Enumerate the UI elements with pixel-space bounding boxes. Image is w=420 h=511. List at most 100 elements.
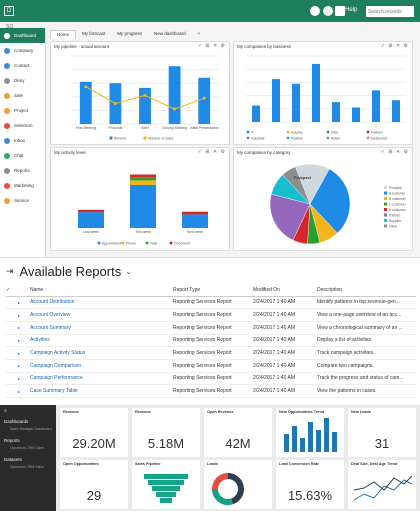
hamburger-icon[interactable]: ≡ — [4, 408, 7, 413]
sidebar-item-inbox[interactable]: Inbox — [0, 133, 45, 148]
kpi-tile[interactable]: New Opportunities Trend — [276, 408, 344, 457]
pbi-nav-reports[interactable]: Reports — [4, 438, 20, 443]
kpi-tile[interactable]: Lead Conversion Rate 15.63% — [276, 460, 344, 509]
column-header-name[interactable]: Name ↑ — [30, 285, 173, 297]
card-tools-icon[interactable]: ✓ ⊞ ✕ ⚙ — [197, 43, 226, 49]
pbi-nav-datasets[interactable]: Datasets — [4, 457, 22, 462]
expand-icon[interactable]: ▸ — [18, 346, 30, 360]
reports-header[interactable]: ⇥ Available Reports ⌄ — [6, 264, 132, 279]
report-name-link[interactable]: Case Summary Table — [30, 384, 173, 398]
pin-icon[interactable]: ⇥ — [6, 266, 14, 276]
table-row[interactable]: ▸ Account Distribution Reporting Services … — [6, 296, 416, 310]
kpi-tile[interactable]: Open Revenue 42M — [204, 408, 272, 457]
sidebar-item-service[interactable]: Service — [0, 193, 45, 208]
sidebar-item-selection[interactable]: Selection — [0, 118, 45, 133]
report-type: Reporting Services Report — [173, 372, 253, 386]
kpi-tile[interactable]: Open Opportunities 29 — [60, 460, 128, 509]
kpi-tile[interactable]: Revenue 5.18M — [132, 408, 200, 457]
dashboard-tabs: Home My forecast My progress New dashboard + — [50, 30, 206, 39]
legend-label: Task — [150, 241, 157, 245]
sidebar-item-dashboard[interactable]: Dashboard — [0, 28, 45, 43]
kpi-tile[interactable]: Sales Pipeline — [132, 460, 200, 509]
pbi-nav-sub-item[interactable]: Dynamics CRM Sales — [10, 446, 45, 450]
row-checkbox[interactable] — [6, 346, 18, 360]
tab-new-dashboard[interactable]: New dashboard — [154, 31, 186, 36]
legend-label: B customer — [389, 197, 407, 201]
sidebar-item-sale[interactable]: Sale — [0, 88, 45, 103]
kpi-value: 29.20M — [72, 436, 116, 451]
menu-icon[interactable] — [335, 6, 345, 16]
kpi-tile[interactable]: Leads — [204, 460, 272, 509]
report-name-link[interactable]: Activities — [30, 334, 173, 348]
line-point — [202, 96, 206, 100]
notification-icon[interactable] — [310, 6, 320, 16]
sidebar-item-marketing[interactable]: Marketing — [0, 178, 45, 193]
expand-icon[interactable]: ▸ — [18, 308, 30, 322]
table-row[interactable]: ▸ Activities Reporting Services Report 2/24… — [6, 334, 416, 348]
table-row[interactable]: ▸ Account Overview Reporting Services Repo… — [6, 308, 416, 322]
report-name-link[interactable]: Campaign Comparison — [30, 359, 173, 373]
row-checkbox[interactable] — [6, 334, 18, 348]
report-description: Identify patterns in top revenue-gen... — [317, 296, 416, 310]
report-type: Reporting Services Report — [173, 321, 253, 335]
select-all-checkbox[interactable]: ✓ — [6, 285, 18, 297]
table-row[interactable]: ▸ Campaign Comparison Reporting Services R… — [6, 359, 416, 373]
card-tools-icon[interactable]: ✓ ⊞ ✕ ⚙ — [380, 43, 409, 49]
column-header-type[interactable]: Report Type — [173, 285, 253, 297]
table-row[interactable]: ▸ Campaign Activity Status Reporting Servi… — [6, 346, 416, 360]
sidebar-item-company[interactable]: Company — [0, 43, 45, 58]
row-checkbox[interactable] — [6, 308, 18, 322]
row-checkbox[interactable] — [6, 296, 18, 310]
nav-icon — [4, 92, 10, 99]
column-header-modified[interactable]: Modified On — [253, 285, 317, 297]
help-link[interactable]: Help — [345, 7, 358, 13]
kpi-tile[interactable]: New Leads 31 — [348, 408, 416, 457]
card-tools-icon[interactable]: ✓ ⊞ ✕ ⚙ — [197, 149, 226, 155]
row-checkbox[interactable] — [6, 321, 18, 335]
report-name-link[interactable]: Account Overview — [30, 308, 173, 322]
pbi-nav-sub-item[interactable]: Sales Manager Dashboard — [10, 427, 52, 431]
table-row[interactable]: ▸ Campaign Performance Reporting Services … — [6, 372, 416, 386]
table-row[interactable]: ▸ Case Summary Table Reporting Services Re… — [6, 384, 416, 398]
row-checkbox[interactable] — [6, 372, 18, 386]
table-row[interactable]: ▸ Account Summary Reporting Services Repor… — [6, 321, 416, 335]
report-name-link[interactable]: Campaign Activity Status — [30, 346, 173, 360]
pbi-nav-dashboards[interactable]: Dashboards — [4, 419, 29, 424]
legend-swatch — [384, 213, 387, 217]
chevron-down-icon[interactable]: ⌄ — [125, 267, 132, 276]
nav-icon — [4, 137, 10, 144]
column-header-description[interactable]: Description — [317, 285, 416, 297]
row-checkbox[interactable] — [6, 359, 18, 373]
sidebar-item-reports[interactable]: Reports — [0, 163, 45, 178]
add-tab-button[interactable]: + — [197, 31, 201, 36]
avatar[interactable] — [323, 6, 333, 16]
expand-icon[interactable]: ▸ — [18, 384, 30, 398]
sidebar-item-chat[interactable]: Chat — [0, 148, 45, 163]
expand-icon[interactable]: ▸ — [18, 321, 30, 335]
sidebar-item-contact[interactable]: Contact — [0, 58, 45, 73]
kpi-tile[interactable]: Deal Size, Deal Age Trend — [348, 460, 416, 509]
sidebar-item-diary[interactable]: Diary — [0, 73, 45, 88]
card-tools-icon[interactable]: ✓ ⊞ ✕ ⚙ — [380, 149, 409, 155]
tile-title: New Leads — [351, 410, 371, 414]
tab-home[interactable]: Home — [50, 30, 77, 39]
report-name-link[interactable]: Account Distribution — [30, 296, 173, 310]
tab-my-forecast[interactable]: My forecast — [82, 31, 106, 36]
expand-icon[interactable]: ▸ — [18, 359, 30, 373]
bar-retail — [372, 90, 380, 122]
sidebar-item-project[interactable]: Project — [0, 103, 45, 118]
report-name-link[interactable]: Campaign Performance — [30, 372, 173, 386]
kpi-tile[interactable]: Revenue 29.20M — [60, 408, 128, 457]
expand-icon[interactable]: ▸ — [18, 372, 30, 386]
sidebar-item-label: Chat — [14, 153, 24, 158]
pipeline-chart: First Meeting Proposal Brief Closing Meetin… — [71, 55, 219, 141]
tile-title: Revenue — [63, 410, 79, 414]
report-name-link[interactable]: Account Summary — [30, 321, 173, 335]
row-checkbox[interactable] — [6, 384, 18, 398]
expand-icon[interactable]: ▸ — [18, 334, 30, 348]
pbi-nav-sub-item[interactable]: Dynamics CRM Sales — [10, 465, 45, 469]
legend-swatch — [384, 202, 387, 206]
tab-my-progress[interactable]: My progress — [117, 31, 143, 36]
search-input[interactable] — [366, 6, 414, 17]
expand-icon[interactable]: ▸ — [18, 296, 30, 310]
